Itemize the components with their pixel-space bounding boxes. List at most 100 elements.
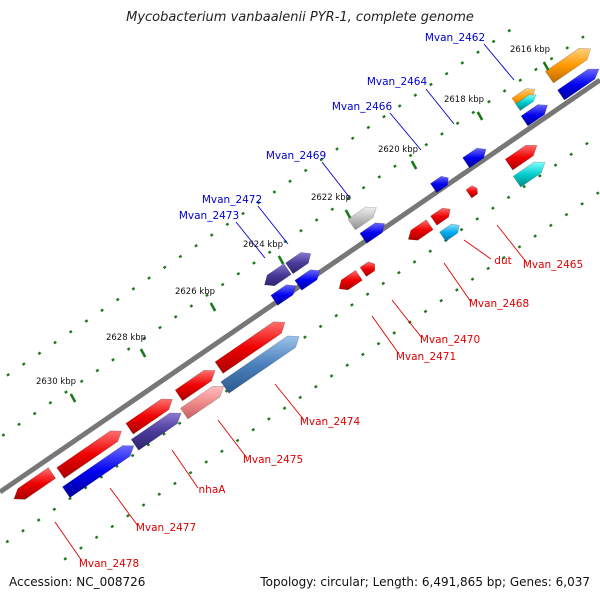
gene-mvan-2473b [270,284,297,306]
tick-dot [68,330,73,334]
gene-leader-line [235,221,266,259]
tick-dot [111,358,115,362]
gene-mvan-2465b [512,161,546,188]
gene-label[interactable]: Mvan_2464 [367,76,428,88]
tick-dot [99,475,104,479]
tick-dot [329,374,334,378]
gene-mvan-2470-a [407,219,434,241]
tick-dot [267,250,272,255]
tick-dot [361,185,366,190]
scale-tick-label: 2626 kbp [175,287,215,297]
gene-mvan-2466 [462,147,487,169]
tick-dot [440,132,444,136]
gene-mvan-2475-p [180,385,225,420]
tick-dot [147,276,151,280]
gene-mvan-2467 [430,175,449,194]
tick-dot [518,78,523,82]
gene-label[interactable]: Mvan_2472 [202,194,262,206]
genome-summary-text: Topology: circular; Length: 6,491,865 bp… [260,575,590,589]
tick-dot [236,271,241,276]
tick-dot [194,243,198,248]
tick-dot [506,195,511,200]
gene-label[interactable]: Mvan_2465 [523,259,583,271]
tick-dot [507,28,512,33]
tick-dot [177,421,182,426]
tick-dot [21,529,25,533]
tick-dot [298,395,303,400]
gene-leader-line [257,205,289,245]
tick-dot [162,265,167,270]
tick-dot [393,164,397,168]
tick-dot [189,304,194,308]
gene-mvan-2472 [285,252,312,275]
tick-dot [460,61,465,65]
tick-dot [455,121,460,125]
gene-label[interactable]: Mvan_2474 [300,416,361,428]
gene-label[interactable]: Mvan_2468 [469,298,529,310]
tick-dot [241,211,245,216]
gene-features [13,47,600,500]
tick-dot [83,485,88,490]
scale-tick-mark [277,255,285,265]
scale-tick-mark [139,348,147,358]
tick-dot [173,315,178,319]
tick-dot [350,136,355,141]
tick-dot [158,325,162,330]
gene-label[interactable]: Mvan_2470 [420,334,480,346]
tick-dot [52,507,57,512]
tick-dot [548,223,553,228]
gene-label[interactable]: Mvan_2462 [425,32,485,44]
scale-tick-mark [542,61,550,71]
gene-label[interactable]: Mvan_2469 [266,150,326,162]
gene-leader-line [496,224,528,264]
gene-leader-line [443,262,472,303]
tick-dot [115,464,119,469]
gene-label[interactable]: Mvan_2477 [136,522,196,534]
tick-dot [63,557,68,561]
tick-dot [534,67,538,72]
tick-dot [334,313,339,318]
tick-dot [428,249,433,253]
tick-dot-rows [1,28,600,561]
tick-dot [32,411,37,416]
gene-label[interactable]: Mvan_2473 [179,210,239,222]
tick-dot [580,202,584,206]
gene-mvan-2477-b [62,445,135,499]
tick-dot [502,89,507,93]
tick-dot [288,179,292,184]
tick-dot [314,384,318,389]
tick-dot [533,234,537,238]
tick-dot [53,340,57,345]
tick-dot [346,196,350,201]
scale-tick-label: 2628 kbp [106,333,146,343]
tick-dot [397,104,402,108]
tick-dot [256,200,261,205]
gene-leader-line [391,299,423,339]
gene-leader-line [171,449,199,489]
tick-dot [178,254,183,259]
tick-dot [319,157,324,162]
gene-label[interactable]: Mvan_2478 [79,558,139,570]
gene-label[interactable]: Mvan_2475 [243,454,303,466]
tick-dot [126,347,131,351]
tick-dot [251,427,256,432]
gene-mvan-2464-b [520,104,548,127]
gene-label[interactable]: Mvan_2471 [396,351,456,363]
gene-label[interactable]: dut [494,255,511,267]
tick-dot [424,142,429,147]
gene-leader-line [274,383,305,421]
tick-dot [377,175,382,179]
tick-dot [585,141,589,146]
tick-dot [569,152,574,157]
gene-mvan-2478 [13,467,57,500]
tick-dot [48,401,53,405]
gene-label[interactable]: Mvan_2466 [332,101,393,113]
tick-dot [522,184,527,189]
gene-mvan-2465 [504,144,538,171]
tick-dot [141,503,146,507]
gene-mvan-2464-a [557,68,600,101]
tick-dot [553,163,558,167]
tick-dot [131,287,136,291]
gene-label[interactable]: nhaA [199,484,227,496]
